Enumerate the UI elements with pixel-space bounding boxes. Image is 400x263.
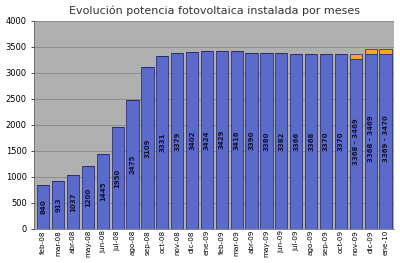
Bar xyxy=(112,128,124,229)
Bar xyxy=(186,52,198,229)
Text: 3109: 3109 xyxy=(144,138,150,158)
Title: Evolución potencia fotovoltaica instalada por meses: Evolución potencia fotovoltaica instalad… xyxy=(69,6,360,16)
Bar xyxy=(231,51,243,229)
Bar xyxy=(305,54,317,229)
Text: 3366: 3366 xyxy=(293,132,299,151)
Bar xyxy=(97,154,109,229)
Text: 1037: 1037 xyxy=(70,192,76,211)
Text: 3416: 3416 xyxy=(234,130,240,150)
Bar xyxy=(171,53,183,229)
Bar xyxy=(364,54,377,229)
Bar xyxy=(275,53,288,229)
Text: 3370: 3370 xyxy=(323,132,329,151)
Bar xyxy=(67,175,79,229)
Bar xyxy=(380,48,392,54)
Text: 3390: 3390 xyxy=(248,131,254,150)
Text: 1445: 1445 xyxy=(100,181,106,201)
Bar xyxy=(290,54,302,229)
Text: 3402: 3402 xyxy=(189,131,195,150)
Text: 2475: 2475 xyxy=(130,155,136,174)
Text: 3380: 3380 xyxy=(264,131,270,151)
Bar xyxy=(141,67,154,229)
Text: 3379: 3379 xyxy=(174,131,180,151)
Text: 1200: 1200 xyxy=(85,188,91,207)
Text: 3382: 3382 xyxy=(278,131,284,151)
Bar xyxy=(246,53,258,229)
Text: 3369 - 3470: 3369 - 3470 xyxy=(382,115,388,162)
Text: 3368 - 3469: 3368 - 3469 xyxy=(353,118,359,165)
Bar xyxy=(37,185,49,229)
Bar xyxy=(156,56,168,229)
Bar xyxy=(320,54,332,229)
Text: 3424: 3424 xyxy=(204,130,210,150)
Bar xyxy=(380,54,392,229)
Bar xyxy=(350,59,362,229)
Bar xyxy=(364,49,377,54)
Bar xyxy=(126,100,139,229)
Text: 3429: 3429 xyxy=(219,130,225,149)
Bar xyxy=(335,54,347,229)
Bar xyxy=(52,181,64,229)
Text: 913: 913 xyxy=(55,198,61,212)
Text: 3331: 3331 xyxy=(159,133,165,152)
Text: 3368: 3368 xyxy=(308,132,314,151)
Bar xyxy=(82,166,94,229)
Text: 3368 - 3469: 3368 - 3469 xyxy=(368,115,374,162)
Bar xyxy=(216,51,228,229)
Text: 1950: 1950 xyxy=(115,168,121,188)
Text: 3370: 3370 xyxy=(338,132,344,151)
Bar xyxy=(260,53,272,229)
Bar xyxy=(201,51,213,229)
Text: 840: 840 xyxy=(40,200,46,214)
Bar xyxy=(350,54,362,59)
